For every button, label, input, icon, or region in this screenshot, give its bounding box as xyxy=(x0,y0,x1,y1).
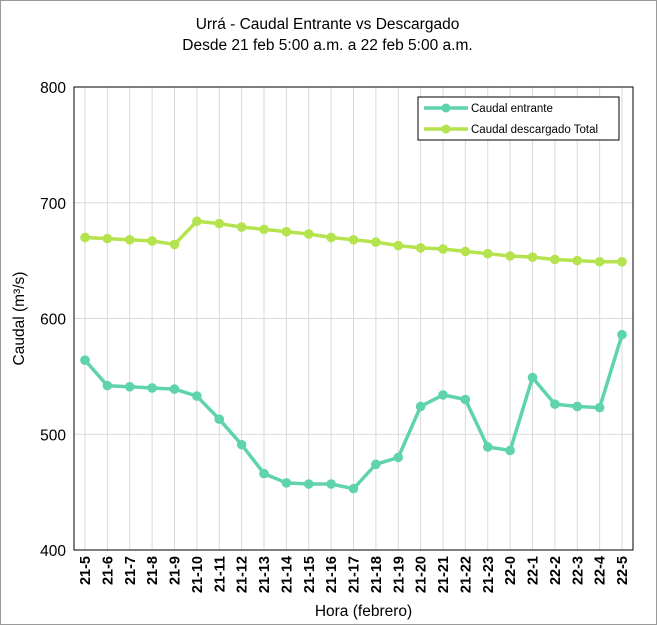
data-point xyxy=(236,439,247,450)
data-point xyxy=(527,252,538,262)
x-tick-label: 21-17 xyxy=(347,556,363,593)
data-point xyxy=(527,372,538,383)
y-tick-label: 700 xyxy=(40,196,66,213)
y-axis-label: Caudal (m³/s) xyxy=(11,272,28,366)
x-tick-label: 21-22 xyxy=(458,556,474,593)
chart-title: Urrá - Caudal Entrante vs Descargado xyxy=(195,16,460,33)
data-point xyxy=(326,479,336,489)
x-tick-label: 21-19 xyxy=(391,556,407,593)
data-point xyxy=(192,391,202,401)
x-tick-label: 21-9 xyxy=(168,556,184,585)
data-point xyxy=(482,248,493,259)
x-tick-label: 21-11 xyxy=(212,556,228,592)
data-point xyxy=(80,232,90,243)
data-point xyxy=(259,468,269,479)
x-tick-label: 22-5 xyxy=(615,556,631,585)
data-point xyxy=(214,414,225,425)
data-point xyxy=(348,483,359,494)
data-point xyxy=(214,218,225,229)
data-point xyxy=(482,442,493,452)
x-tick-label: 21-8 xyxy=(145,556,161,585)
data-point xyxy=(147,383,157,393)
x-axis-label: Hora (febrero) xyxy=(315,603,412,620)
data-point xyxy=(371,237,381,247)
data-point xyxy=(460,246,471,257)
data-point xyxy=(415,401,426,412)
data-point xyxy=(348,234,359,245)
data-point xyxy=(572,401,583,412)
data-point xyxy=(102,380,113,391)
data-point xyxy=(192,216,202,227)
x-tick-label: 22-1 xyxy=(526,556,542,585)
data-point xyxy=(460,394,471,405)
x-tick-label: 22-0 xyxy=(503,556,519,585)
x-tick-label: 22-4 xyxy=(593,556,609,585)
data-point xyxy=(169,239,180,250)
x-tick-label: 21-10 xyxy=(190,556,206,593)
data-point xyxy=(147,236,157,246)
data-point xyxy=(393,452,404,463)
data-point xyxy=(236,222,247,232)
data-point xyxy=(303,229,314,239)
legend-marker-2 xyxy=(441,124,451,134)
data-point xyxy=(169,384,180,394)
legend-label-2: Caudal descargado Total xyxy=(471,124,598,136)
data-point xyxy=(326,232,336,243)
y-tick-label: 400 xyxy=(40,543,66,560)
data-point xyxy=(80,355,90,365)
data-point xyxy=(572,255,583,266)
data-point xyxy=(594,256,605,267)
data-point xyxy=(102,233,113,244)
data-point xyxy=(281,478,292,488)
x-tick-label: 21-16 xyxy=(324,556,340,593)
data-point xyxy=(617,256,627,267)
y-tick-label: 800 xyxy=(40,80,66,97)
data-point xyxy=(415,243,426,253)
legend-marker-1 xyxy=(441,103,451,113)
data-point xyxy=(124,381,135,392)
x-tick-label: 21-23 xyxy=(481,556,497,593)
data-point xyxy=(617,329,627,340)
y-tick-label: 600 xyxy=(40,312,66,329)
data-point xyxy=(259,224,269,235)
data-point xyxy=(550,254,560,265)
x-tick-label: 21-21 xyxy=(436,556,452,593)
data-point xyxy=(505,251,515,261)
x-tick-label: 21-15 xyxy=(302,556,318,593)
x-tick-label: 21-5 xyxy=(78,556,94,585)
data-point xyxy=(594,402,605,413)
x-tick-label: 21-20 xyxy=(414,556,430,593)
data-point xyxy=(438,244,448,254)
data-point xyxy=(550,399,560,409)
data-point xyxy=(371,459,381,470)
x-tick-label: 21-7 xyxy=(123,556,139,585)
data-point xyxy=(124,234,135,245)
legend-box xyxy=(417,96,620,141)
data-point xyxy=(505,445,515,456)
x-tick-label: 21-6 xyxy=(100,556,116,585)
x-tick-label: 21-14 xyxy=(279,556,295,593)
data-point xyxy=(438,390,448,400)
data-point xyxy=(281,226,292,237)
plot-area xyxy=(73,86,634,551)
legend-label-1: Caudal entrante xyxy=(471,103,553,115)
x-tick-label: 21-18 xyxy=(369,556,385,593)
x-tick-label: 21-13 xyxy=(257,556,273,593)
data-point xyxy=(303,479,314,489)
data-point xyxy=(393,240,404,251)
x-tick-label: 22-2 xyxy=(548,556,564,585)
y-tick-label: 500 xyxy=(40,427,66,444)
chart-subtitle: Desde 21 feb 5:00 a.m. a 22 feb 5:00 a.m… xyxy=(182,37,473,54)
x-tick-label: 21-12 xyxy=(235,556,251,593)
x-tick-label: 22-3 xyxy=(570,556,586,585)
